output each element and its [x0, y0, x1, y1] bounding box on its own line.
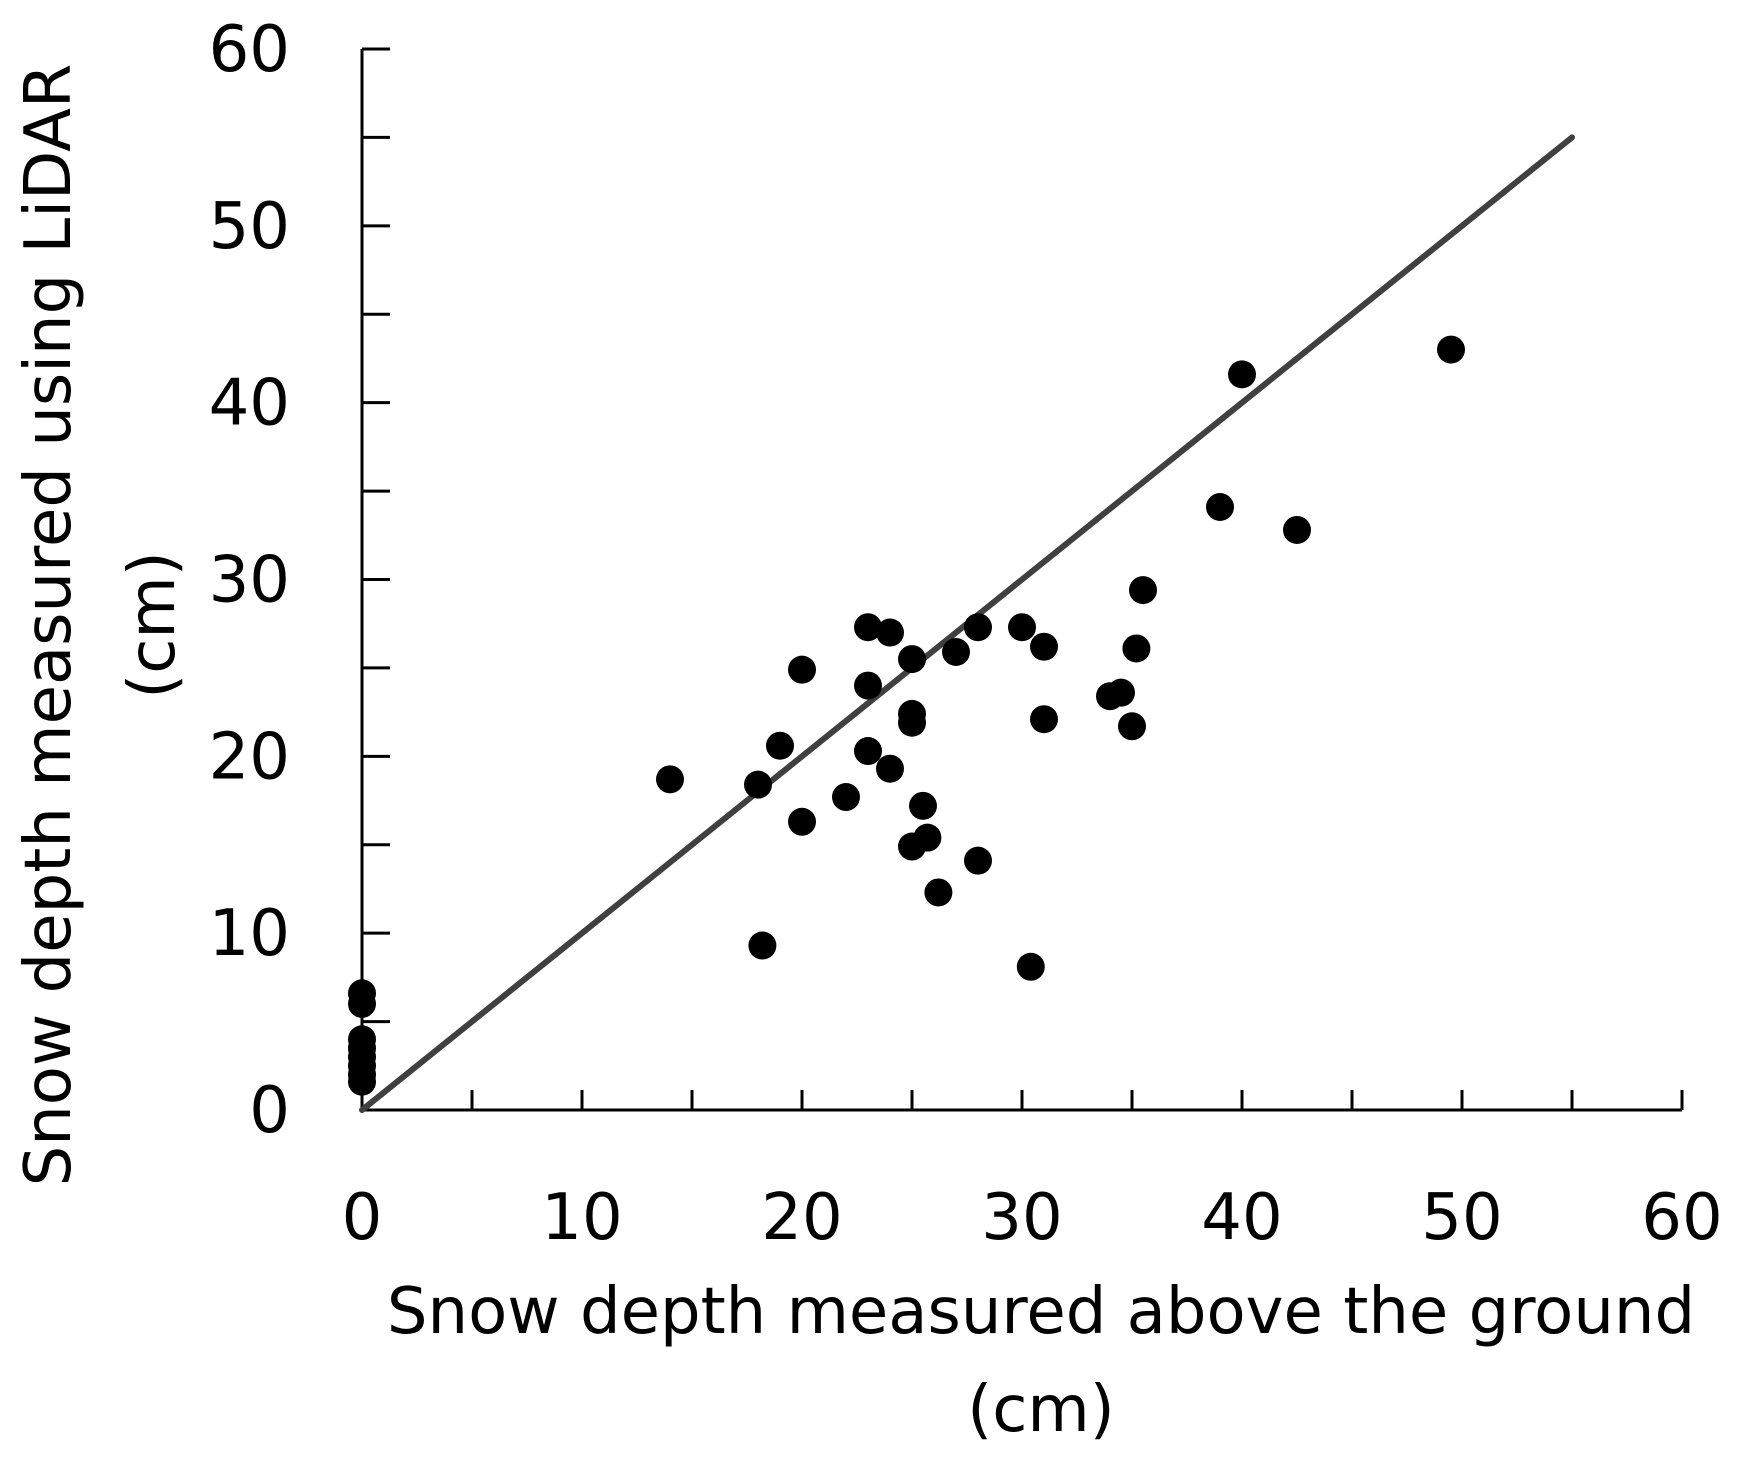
x-tick-label: 40: [1201, 1181, 1282, 1255]
y-axis-title-line-1: Snow depth measured using LiDAR: [12, 64, 86, 1187]
x-tick-label: 60: [1641, 1181, 1722, 1255]
data-point: [854, 613, 882, 642]
data-point: [1129, 576, 1157, 605]
data-point: [788, 807, 816, 836]
data-point: [832, 783, 860, 812]
data-point: [1206, 492, 1234, 521]
y-tick-label: 50: [209, 190, 290, 264]
data-point: [964, 613, 992, 642]
data-point: [1030, 705, 1058, 734]
data-point: [854, 671, 882, 700]
y-tick-label: 40: [209, 367, 290, 441]
data-point: [1283, 515, 1311, 544]
x-axis-title-line-1: Snow depth measured above the ground: [387, 1275, 1695, 1349]
y-tick-label: 0: [249, 1074, 290, 1148]
data-point: [876, 754, 904, 783]
data-point: [1228, 360, 1256, 389]
x-tick-label: 10: [541, 1181, 622, 1255]
data-point: [1437, 335, 1465, 364]
y-tick-label: 60: [209, 13, 290, 87]
x-axis-title-line-2: (cm): [967, 1373, 1114, 1447]
data-point: [1107, 678, 1135, 707]
data-point: [656, 765, 684, 794]
x-tick-label: 50: [1421, 1181, 1502, 1255]
data-point: [744, 770, 772, 799]
data-point: [1030, 632, 1058, 661]
data-point: [942, 638, 970, 667]
data-point: [1118, 712, 1146, 741]
data-point: [913, 823, 942, 852]
data-point: [766, 731, 794, 760]
data-point: [854, 737, 882, 766]
x-tick-label: 20: [761, 1181, 842, 1255]
y-axis-ticks: 0 10 20 30 40 50 60: [209, 13, 390, 1148]
x-tick-label: 30: [981, 1181, 1062, 1255]
data-point: [1016, 952, 1045, 981]
data-point: [748, 931, 777, 960]
data-points: [348, 335, 1465, 1096]
data-point: [964, 846, 992, 875]
x-axis-ticks: 0 10 20 30 40 50 60: [342, 1090, 1723, 1255]
data-point: [788, 655, 816, 684]
data-point: [1008, 613, 1036, 642]
y-tick-label: 10: [209, 897, 290, 971]
y-axis-title: Snow depth measured using LiDAR (cm): [12, 64, 190, 1187]
data-point: [348, 1067, 376, 1096]
data-point: [898, 708, 926, 737]
data-point: [924, 878, 953, 907]
data-point: [898, 645, 926, 674]
data-point: [1122, 634, 1151, 663]
y-tick-label: 30: [209, 544, 290, 618]
y-tick-label: 20: [209, 720, 290, 794]
x-tick-label: 0: [342, 1181, 383, 1255]
data-point: [348, 989, 376, 1018]
data-point: [909, 791, 937, 820]
y-axis-title-line-2: (cm): [116, 551, 190, 698]
data-point: [876, 618, 904, 647]
